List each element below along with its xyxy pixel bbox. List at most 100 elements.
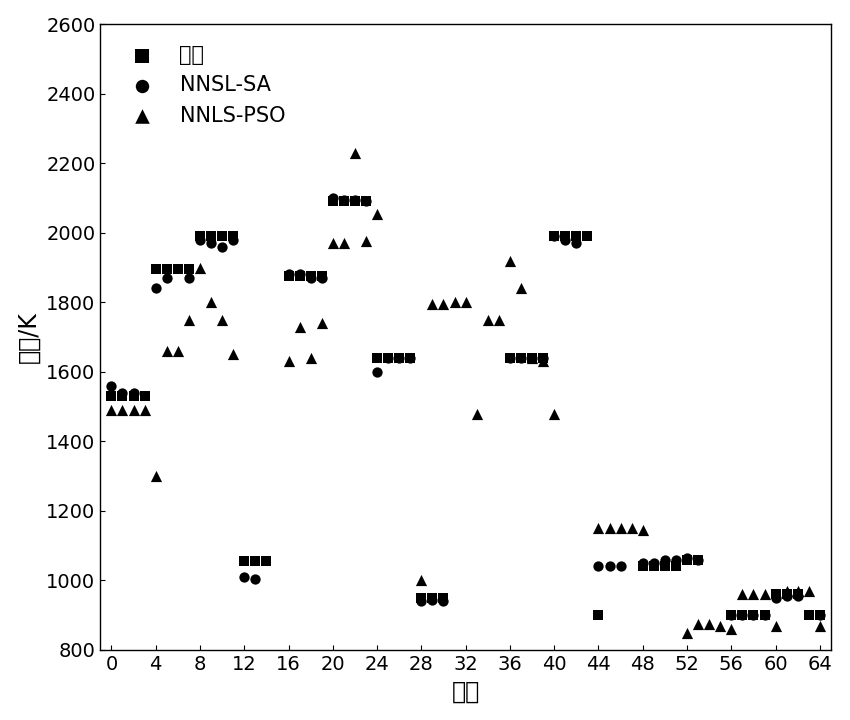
NNLS-PSO [326,238,340,249]
NNLS-PSO [525,352,539,364]
NNSL-SA [116,387,129,398]
真値 [182,264,196,275]
真値 [404,352,417,364]
真値 [658,561,672,572]
真値 [237,556,251,567]
NNLS-PSO [281,356,295,367]
NNSL-SA [404,352,417,364]
NNSL-SA [337,194,351,205]
X-axis label: 网格: 网格 [451,680,479,703]
真値 [292,271,306,282]
真値 [371,352,384,364]
NNLS-PSO [160,345,173,356]
NNSL-SA [426,594,439,606]
NNLS-PSO [105,405,118,416]
NNSL-SA [215,241,229,253]
NNLS-PSO [448,297,462,308]
NNLS-PSO [746,588,760,600]
NNSL-SA [303,272,317,284]
真値 [779,588,793,600]
NNSL-SA [592,561,605,572]
真値 [558,230,572,242]
NNLS-PSO [691,618,705,629]
NNLS-PSO [303,352,317,364]
NNLS-PSO [171,345,184,356]
真値 [669,561,683,572]
NNSL-SA [182,272,196,284]
NNSL-SA [514,352,528,364]
NNSL-SA [292,269,306,280]
NNSL-SA [149,283,162,294]
NNLS-PSO [503,255,517,266]
NNSL-SA [360,196,373,207]
真値 [138,390,151,402]
NNSL-SA [371,366,384,377]
NNLS-PSO [603,523,616,534]
NNLS-PSO [292,321,306,333]
NNLS-PSO [193,262,207,274]
NNSL-SA [658,554,672,565]
NNSL-SA [160,272,173,284]
真値 [259,556,273,567]
真値 [116,390,129,402]
真値 [757,609,771,621]
真値 [337,196,351,207]
NNLS-PSO [116,405,129,416]
真値 [315,271,329,282]
真値 [326,196,340,207]
NNLS-PSO [636,524,649,536]
真値 [525,352,539,364]
真値 [393,352,406,364]
真値 [514,352,528,364]
NNSL-SA [614,561,627,572]
NNSL-SA [437,595,451,607]
NNLS-PSO [315,318,329,329]
真値 [149,264,162,275]
NNLS-PSO [337,238,351,249]
真値 [382,352,395,364]
NNSL-SA [326,192,340,204]
NNLS-PSO [802,585,816,597]
真値 [171,264,184,275]
Y-axis label: 温度/K: 温度/K [17,311,41,363]
真値 [226,230,240,242]
NNLS-PSO [592,523,605,534]
真値 [735,609,749,621]
NNSL-SA [547,230,561,242]
NNLS-PSO [791,585,805,597]
真値 [160,264,173,275]
NNLS-PSO [481,314,495,325]
NNSL-SA [757,609,771,621]
真値 [768,588,782,600]
真値 [791,588,805,600]
NNLS-PSO [204,297,218,308]
NNLS-PSO [768,620,782,631]
NNSL-SA [570,238,583,249]
NNLS-PSO [735,588,749,600]
真値 [437,592,451,603]
NNSL-SA [204,238,218,249]
NNSL-SA [393,352,406,364]
NNLS-PSO [547,408,561,419]
NNSL-SA [503,352,517,364]
NNLS-PSO [459,297,473,308]
真値 [426,592,439,603]
NNSL-SA [105,380,118,392]
NNLS-PSO [757,588,771,600]
真値 [281,271,295,282]
NNSL-SA [226,234,240,246]
真値 [503,352,517,364]
Legend: 真値, NNSL-SA, NNLS-PSO: 真値, NNSL-SA, NNLS-PSO [110,35,296,136]
NNSL-SA [281,269,295,280]
真値 [215,230,229,242]
NNLS-PSO [625,523,638,534]
NNLS-PSO [713,620,727,631]
NNLS-PSO [127,405,140,416]
真値 [570,230,583,242]
NNSL-SA [525,352,539,364]
真値 [204,230,218,242]
NNSL-SA [691,554,705,565]
NNLS-PSO [614,523,627,534]
NNLS-PSO [813,620,827,631]
真値 [415,592,428,603]
